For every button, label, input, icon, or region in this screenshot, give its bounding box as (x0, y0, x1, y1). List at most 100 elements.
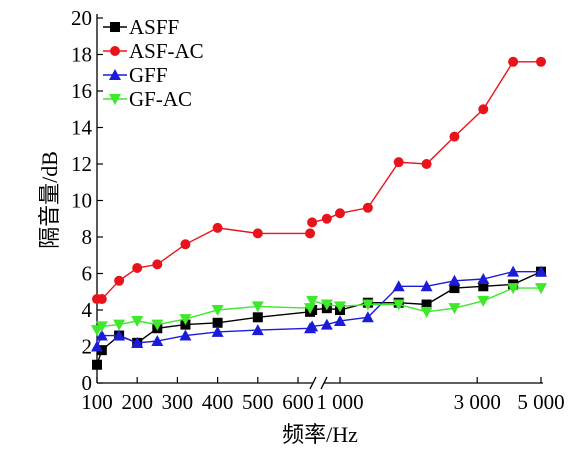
data-point (335, 208, 345, 219)
data-point (320, 299, 333, 311)
data-point (306, 295, 319, 307)
data-point (305, 228, 316, 239)
data-point (95, 329, 108, 341)
x-tick-label: 1 000 (316, 390, 363, 414)
data-point (362, 202, 373, 213)
y-tick-label: 10 (71, 189, 92, 213)
data-point (420, 280, 433, 292)
series-layer (91, 56, 547, 370)
data-point (449, 283, 460, 294)
y-tick-label: 4 (82, 298, 93, 322)
series-line (312, 271, 541, 328)
data-point (252, 312, 263, 323)
data-point (448, 303, 461, 315)
legend-marker (109, 94, 121, 105)
legend-label: ASF-AC (129, 39, 204, 63)
data-point (535, 265, 547, 277)
data-point (421, 299, 432, 310)
data-point (392, 299, 405, 311)
data-point (252, 228, 263, 239)
data-point (251, 324, 264, 336)
data-point (334, 301, 346, 313)
series-asff (92, 266, 546, 370)
x-tick-label: 300 (162, 390, 194, 414)
data-point (334, 314, 346, 326)
data-point (211, 325, 224, 337)
series-line (97, 227, 311, 300)
data-point (448, 274, 461, 286)
legend-label: GFF (129, 63, 168, 87)
data-point (91, 340, 103, 352)
data-point (393, 157, 404, 168)
series-line (96, 311, 311, 366)
series-gff (91, 265, 547, 352)
series-line (96, 327, 311, 347)
data-point (96, 294, 107, 305)
data-point (361, 311, 374, 323)
legend-marker (110, 22, 120, 32)
data-point (151, 319, 164, 331)
data-point (536, 56, 546, 67)
data-point (535, 283, 547, 295)
y-tick-label: 12 (71, 152, 92, 176)
data-point (212, 222, 223, 233)
data-point (95, 321, 108, 333)
data-point (179, 314, 192, 326)
data-point (211, 305, 224, 316)
data-point (320, 318, 333, 330)
y-tick-label: 0 (82, 371, 93, 395)
data-point (152, 259, 163, 270)
x-tick-label: 5 000 (517, 390, 564, 414)
y-tick-label: 20 (71, 6, 92, 30)
axis-break-mark (309, 376, 317, 390)
y-tick-label: 16 (71, 79, 92, 103)
x-tick-label: 200 (121, 390, 153, 414)
series-line (311, 61, 541, 224)
data-point (307, 217, 318, 228)
data-point (179, 329, 192, 341)
data-point (449, 131, 460, 142)
data-point (113, 329, 126, 341)
data-point (92, 359, 102, 370)
axis-break-mark (320, 376, 328, 390)
ticks: 0 2 4 6 8 10 12 14 16 18 20 100 200 300 400 500 600 1 000… (71, 6, 565, 414)
series-line (311, 287, 541, 313)
y-tick-label: 8 (82, 225, 93, 249)
y-tick-label: 18 (71, 43, 92, 67)
data-point (212, 317, 223, 328)
x-tick-label: 400 (202, 390, 234, 414)
data-point (421, 159, 432, 169)
legend-label: ASFF (129, 15, 179, 39)
data-point (131, 336, 144, 348)
data-point (507, 283, 520, 295)
data-point (321, 213, 332, 224)
data-point (420, 306, 433, 318)
data-point (251, 301, 264, 313)
data-point (132, 263, 143, 274)
data-point (477, 295, 490, 307)
y-axis-title: 隔音量/dB (37, 151, 62, 249)
legend-marker (109, 69, 121, 80)
data-point (304, 303, 317, 315)
x-tick-label: 500 (242, 390, 274, 414)
data-point (477, 272, 490, 284)
series-line (96, 305, 311, 331)
x-tick-label: 100 (81, 390, 113, 414)
data-point (478, 281, 489, 292)
x-tick-label: 3 000 (454, 390, 501, 414)
data-point (361, 299, 374, 311)
y-tick-label: 14 (71, 116, 93, 140)
data-point (131, 315, 144, 327)
data-point (306, 320, 319, 332)
data-point (508, 56, 519, 67)
series-line (312, 271, 542, 311)
data-point (478, 104, 489, 115)
data-point (507, 265, 520, 277)
legend-marker (110, 46, 120, 56)
data-point (114, 275, 125, 286)
x-axis-title: 频率/Hz (282, 422, 358, 447)
y-tick-label: 6 (82, 262, 93, 286)
data-point (151, 335, 164, 347)
